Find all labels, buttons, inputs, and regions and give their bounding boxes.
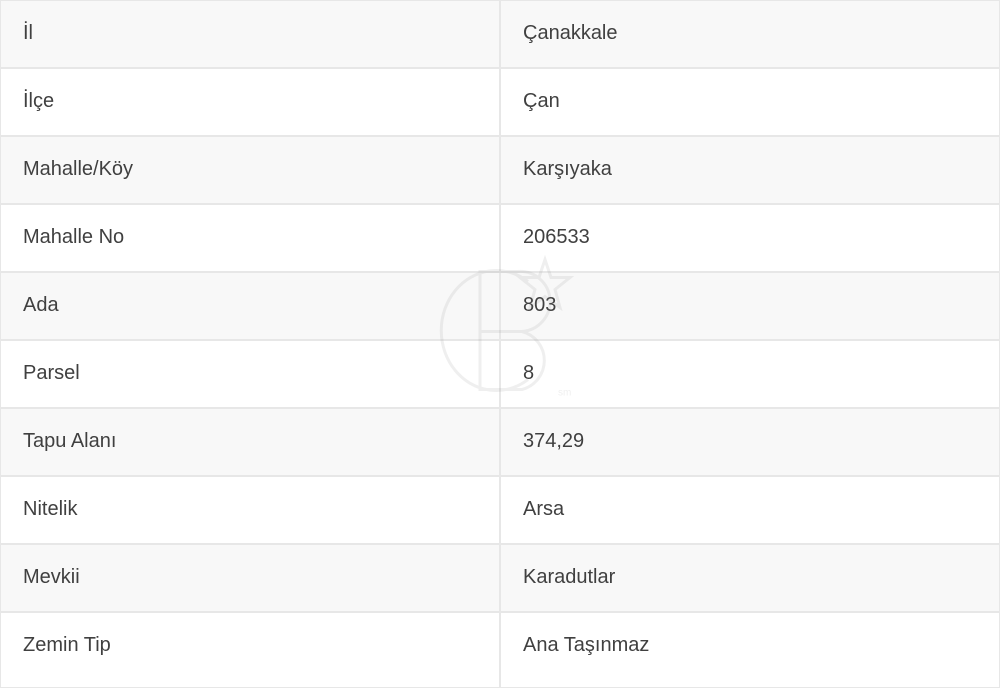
row-value-mahallekoy: Karşıyaka [500,136,1000,204]
table-row: Zemin Tip Ana Taşınmaz [0,612,1000,688]
table-row: İl Çanakkale [0,0,1000,68]
row-value-zemintip: Ana Taşınmaz [500,612,1000,688]
row-label-il: İl [0,0,500,68]
row-value-il: Çanakkale [500,0,1000,68]
row-label-zemintip: Zemin Tip [0,612,500,688]
row-label-tapualani: Tapu Alanı [0,408,500,476]
row-value-ada: 803 [500,272,1000,340]
table-row: Mahalle No 206533 [0,204,1000,272]
row-value-mevkii: Karadutlar [500,544,1000,612]
row-label-mahalleno: Mahalle No [0,204,500,272]
table-row: Ada 803 [0,272,1000,340]
row-value-tapualani: 374,29 [500,408,1000,476]
table-row: Parsel 8 [0,340,1000,408]
row-label-mevkii: Mevkii [0,544,500,612]
row-label-ada: Ada [0,272,500,340]
table-row: Tapu Alanı 374,29 [0,408,1000,476]
row-value-parsel: 8 [500,340,1000,408]
property-details-table: İl Çanakkale İlçe Çan Mahalle/Köy Karşıy… [0,0,1000,688]
row-label-mahallekoy: Mahalle/Köy [0,136,500,204]
row-label-nitelik: Nitelik [0,476,500,544]
table-row: Mahalle/Köy Karşıyaka [0,136,1000,204]
row-value-ilce: Çan [500,68,1000,136]
table-row: İlçe Çan [0,68,1000,136]
table-row: Mevkii Karadutlar [0,544,1000,612]
row-value-nitelik: Arsa [500,476,1000,544]
row-value-mahalleno: 206533 [500,204,1000,272]
row-label-parsel: Parsel [0,340,500,408]
row-label-ilce: İlçe [0,68,500,136]
table-row: Nitelik Arsa [0,476,1000,544]
